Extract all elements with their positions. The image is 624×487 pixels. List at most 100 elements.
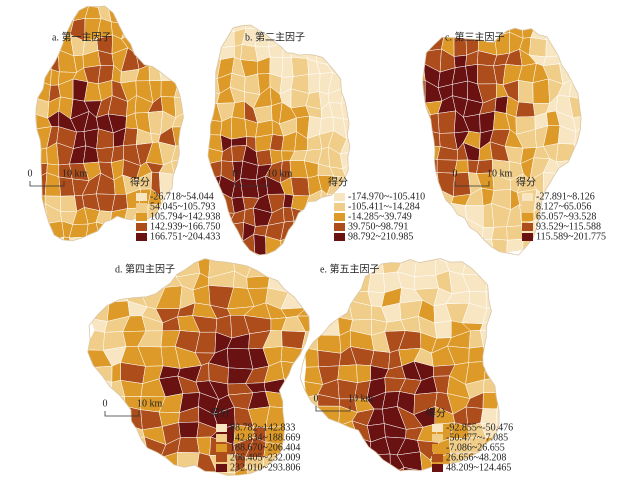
region [568, 79, 582, 100]
legend-label: -174.970~-105.410 [348, 191, 425, 202]
region [461, 258, 488, 276]
legend-label: -14.285~39.749 [348, 211, 412, 222]
region [133, 19, 154, 34]
map-outline [87, 258, 310, 476]
region [87, 330, 105, 351]
region [87, 258, 108, 263]
region [197, 241, 207, 255]
region [208, 258, 237, 260]
region [384, 466, 405, 471]
region [35, 218, 39, 240]
region [342, 48, 350, 65]
legend-swatch [136, 233, 147, 241]
region [501, 316, 515, 336]
region [299, 440, 310, 460]
region [195, 471, 217, 476]
region [349, 468, 369, 471]
legend-label: 54.045~105.793 [150, 201, 215, 212]
region [299, 451, 310, 468]
region [501, 362, 515, 379]
region [302, 258, 323, 260]
region [68, 237, 90, 241]
region [530, 3, 549, 23]
panel-title: d. 第四主因子 [115, 262, 175, 275]
region [334, 455, 353, 470]
region [152, 16, 165, 34]
legend-label: -50.477~-7.085 [446, 432, 508, 443]
region [317, 245, 342, 258]
region [480, 422, 500, 439]
region [328, 25, 346, 34]
legend-label: -105.411~-14.284 [348, 201, 420, 212]
region [571, 159, 582, 176]
region [484, 261, 500, 276]
legend-swatch [136, 213, 147, 221]
region [495, 408, 500, 427]
region [466, 234, 483, 253]
region [331, 240, 347, 256]
region [317, 350, 342, 368]
region [498, 331, 500, 354]
region [158, 32, 179, 57]
region [216, 25, 235, 33]
region [123, 127, 138, 146]
region [35, 48, 38, 71]
legend-swatch [432, 424, 443, 432]
legend-swatch [522, 203, 533, 211]
panel-title: a. 第一主因子 [52, 30, 111, 43]
scale-label: 10 km [62, 168, 88, 179]
legend-label: 26.656~48.208 [446, 452, 506, 463]
map-outline [422, 27, 582, 256]
region [35, 17, 49, 35]
region [35, 6, 49, 24]
legend-swatch [432, 444, 443, 452]
region [108, 439, 130, 455]
region [120, 235, 138, 241]
region [468, 346, 487, 363]
region [500, 304, 515, 323]
region [299, 466, 310, 476]
region [426, 189, 445, 210]
region [303, 234, 321, 255]
legend-swatch [522, 233, 533, 241]
region [569, 31, 582, 56]
legend-swatch [432, 464, 443, 472]
legend-swatch [216, 464, 227, 472]
region [279, 258, 308, 277]
legend-swatch [216, 454, 227, 462]
region [104, 470, 131, 476]
region [89, 258, 112, 278]
region [338, 241, 358, 258]
region [369, 246, 388, 258]
region [305, 435, 323, 454]
region [305, 425, 321, 446]
region [88, 438, 111, 455]
region [126, 6, 140, 24]
region [308, 73, 321, 94]
region [349, 241, 372, 258]
region [422, 145, 426, 165]
region [171, 39, 184, 57]
legend-title: 得分 [516, 176, 536, 188]
region [87, 287, 110, 310]
region [109, 223, 124, 241]
region [159, 468, 178, 476]
region [123, 258, 147, 259]
region [478, 7, 494, 21]
region [303, 285, 310, 308]
region [532, 78, 550, 104]
legend-swatch [334, 233, 345, 241]
region [427, 236, 442, 256]
region [177, 437, 200, 453]
scale-label: 10 km [487, 168, 513, 179]
region [134, 238, 152, 241]
region [268, 258, 282, 277]
region [481, 238, 494, 253]
legend-swatch [334, 213, 345, 221]
region [89, 469, 113, 476]
region [35, 192, 39, 212]
region [102, 289, 129, 303]
legend-swatch [216, 444, 227, 452]
region [160, 6, 178, 21]
